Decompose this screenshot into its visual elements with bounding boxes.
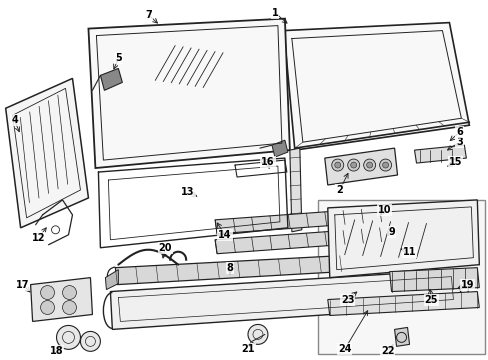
Polygon shape bbox=[327, 200, 478, 278]
Text: 14: 14 bbox=[218, 230, 231, 240]
Text: 8: 8 bbox=[226, 263, 233, 273]
Polygon shape bbox=[289, 148, 301, 232]
Bar bbox=[317, 200, 484, 354]
Polygon shape bbox=[100, 68, 122, 90]
Circle shape bbox=[62, 301, 76, 315]
Text: 4: 4 bbox=[11, 115, 18, 125]
Polygon shape bbox=[324, 148, 397, 185]
Polygon shape bbox=[88, 19, 289, 168]
Polygon shape bbox=[381, 218, 407, 235]
Polygon shape bbox=[284, 23, 468, 150]
Polygon shape bbox=[105, 270, 118, 289]
Text: 18: 18 bbox=[50, 346, 63, 356]
Text: 10: 10 bbox=[377, 205, 390, 215]
Polygon shape bbox=[6, 78, 88, 228]
Circle shape bbox=[350, 162, 356, 168]
Polygon shape bbox=[115, 256, 341, 285]
Text: 9: 9 bbox=[387, 227, 394, 237]
Polygon shape bbox=[327, 292, 478, 315]
Text: 16: 16 bbox=[261, 157, 274, 167]
Polygon shape bbox=[31, 278, 92, 321]
Circle shape bbox=[334, 162, 340, 168]
Circle shape bbox=[379, 159, 391, 171]
Text: 23: 23 bbox=[340, 294, 354, 305]
Text: 19: 19 bbox=[460, 280, 473, 289]
Circle shape bbox=[41, 285, 55, 300]
Text: 20: 20 bbox=[158, 243, 172, 253]
Text: 7: 7 bbox=[144, 10, 151, 20]
Text: 5: 5 bbox=[115, 54, 122, 63]
Polygon shape bbox=[414, 145, 466, 163]
Text: 12: 12 bbox=[32, 233, 45, 243]
Polygon shape bbox=[271, 140, 287, 157]
Polygon shape bbox=[215, 228, 381, 254]
Circle shape bbox=[247, 324, 267, 345]
Polygon shape bbox=[381, 238, 407, 255]
Text: 17: 17 bbox=[16, 280, 29, 289]
Text: 6: 6 bbox=[455, 127, 462, 137]
Text: 15: 15 bbox=[447, 157, 461, 167]
Circle shape bbox=[382, 162, 388, 168]
Text: 22: 22 bbox=[380, 346, 393, 356]
Text: 21: 21 bbox=[241, 345, 254, 354]
Circle shape bbox=[331, 159, 343, 171]
Polygon shape bbox=[215, 208, 381, 234]
Circle shape bbox=[366, 162, 372, 168]
Circle shape bbox=[41, 301, 55, 315]
Text: 24: 24 bbox=[337, 345, 351, 354]
Circle shape bbox=[62, 285, 76, 300]
Polygon shape bbox=[110, 270, 461, 329]
Text: 13: 13 bbox=[181, 187, 195, 197]
Polygon shape bbox=[394, 328, 408, 346]
Circle shape bbox=[363, 159, 375, 171]
Text: 25: 25 bbox=[424, 294, 437, 305]
Circle shape bbox=[347, 159, 359, 171]
Text: 1: 1 bbox=[271, 8, 278, 18]
Circle shape bbox=[57, 325, 81, 349]
Circle shape bbox=[81, 332, 100, 351]
Text: 2: 2 bbox=[336, 185, 343, 195]
Polygon shape bbox=[389, 268, 478, 292]
Text: 11: 11 bbox=[402, 247, 415, 257]
Text: 3: 3 bbox=[455, 137, 462, 147]
